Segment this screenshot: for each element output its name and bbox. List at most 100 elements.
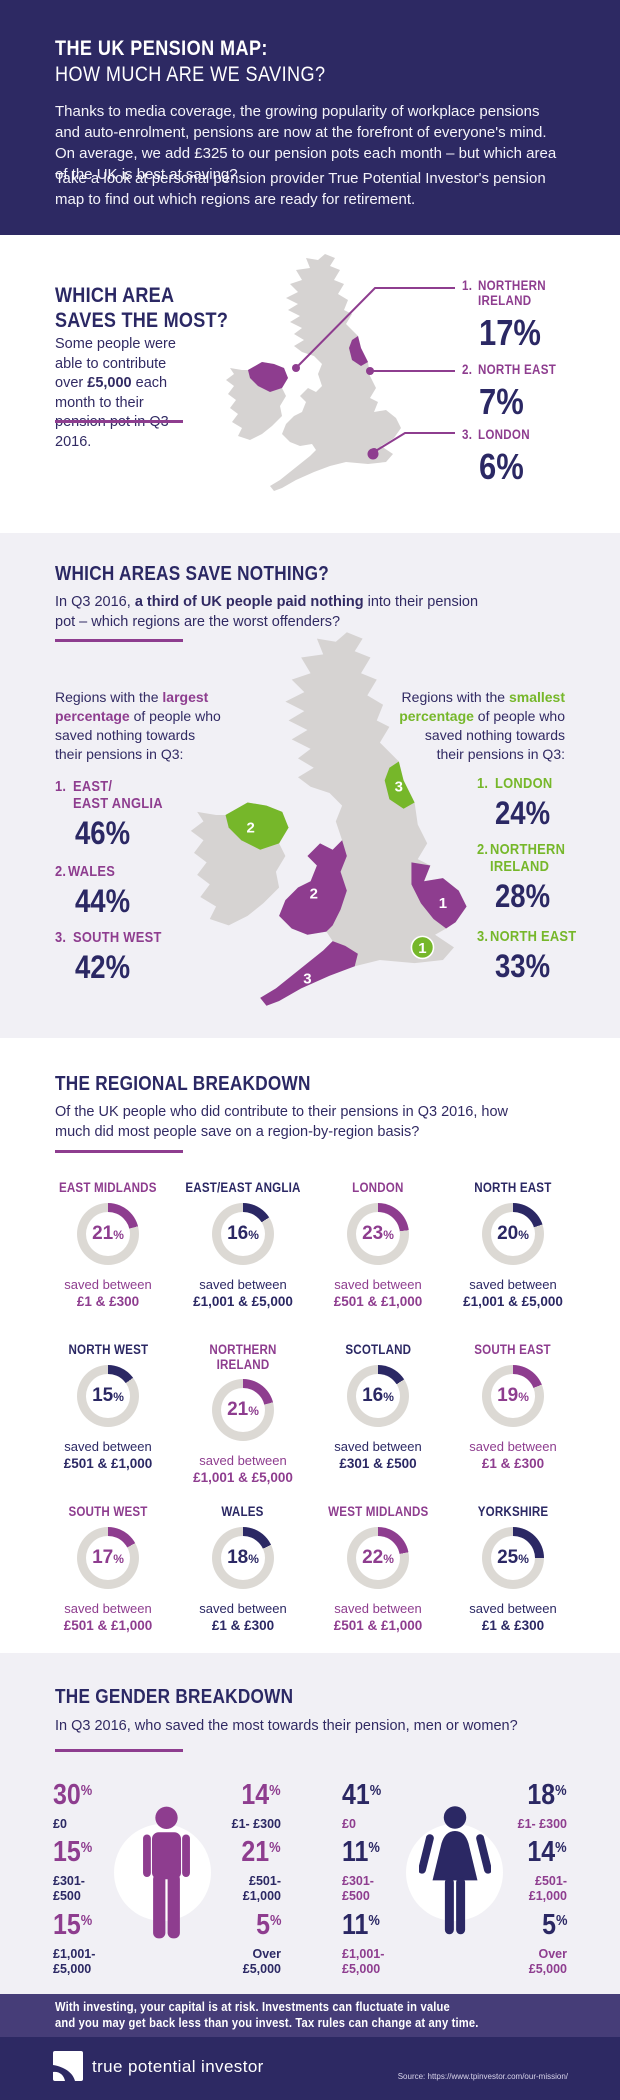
donut-chart: 18% xyxy=(212,1527,274,1589)
men-stat-1: 15% £301- £500 xyxy=(53,1836,93,1904)
brand-name: true potential investor xyxy=(92,2057,264,2076)
donut-chart: 16% xyxy=(212,1203,274,1265)
men-stat-5: 5% Over £5,000 xyxy=(242,1909,281,1977)
men-stat-3: 14% £1- £300 xyxy=(231,1779,281,1832)
source-text: Source: https://www.tpinvestor.com/our-m… xyxy=(397,2072,568,2081)
donut-chart: 17% xyxy=(77,1527,139,1589)
top-savers-section: WHICH AREA SAVES THE MOST? Some people w… xyxy=(0,235,620,533)
value-north-east: 33% xyxy=(495,948,551,984)
largest-item-3: 3. SOUTH WEST 42% xyxy=(55,929,162,985)
map-region-east-anglia xyxy=(411,862,467,929)
legend-item-northern-ireland: 1. NORTHERN IRELAND 17% xyxy=(462,278,546,353)
footer: true potential investor Source: https://… xyxy=(0,2037,620,2100)
page-title: THE UK PENSION MAP: HOW MUCH ARE WE SAVI… xyxy=(55,36,369,88)
regional-heading: THE REGIONAL BREAKDOWN xyxy=(55,1073,311,1095)
value-north-east: 7% xyxy=(479,381,524,422)
donut-chart: 21% xyxy=(212,1379,274,1441)
divider xyxy=(55,1150,183,1153)
badge-south-west: 3 xyxy=(303,971,311,988)
men-stat-4: 21% £501- £1,000 xyxy=(241,1836,281,1904)
intro-paragraph-2: Take a look at personal pension provider… xyxy=(55,170,546,208)
map-region-northern-ireland xyxy=(225,802,289,850)
donut-chart: 19% xyxy=(482,1365,544,1427)
value-london: 24% xyxy=(495,795,551,831)
value-wales: 44% xyxy=(75,883,131,919)
donut-chart: 20% xyxy=(482,1203,544,1265)
women-stat-2: 11% £1,001- £5,000 xyxy=(342,1909,385,1977)
badge-northern-ireland: 2 xyxy=(247,819,255,836)
donut-london: LONDON 23% saved between £501 & £1,000 xyxy=(333,1180,423,1309)
save-nothing-heading: WHICH AREAS SAVE NOTHING? xyxy=(55,563,330,585)
largest-item-1: 1. EAST/ EAST ANGLIA 46% xyxy=(55,778,163,851)
largest-item-2: 2. WALES 44% xyxy=(55,863,131,919)
legend-item-london: 3. 6%LONDON 6% xyxy=(462,427,530,487)
donut-chart: 23% xyxy=(347,1203,409,1265)
gender-breakdown-section: THE GENDER BREAKDOWN In Q3 2016, who sav… xyxy=(0,1653,620,1994)
value-northern-ireland: 17% xyxy=(479,312,541,353)
intro-paragraph-1: Thanks to media coverage, the growing po… xyxy=(55,103,557,183)
divider xyxy=(55,1749,183,1752)
page-title-line1: THE UK PENSION MAP: xyxy=(55,37,268,60)
regional-breakdown-section: THE REGIONAL BREAKDOWN Of the UK people … xyxy=(0,1038,620,1653)
smallest-item-2: 2. NORTHERN IRELAND 28% xyxy=(477,841,566,914)
badge-london: 1 xyxy=(418,940,426,957)
great-britain-landmass xyxy=(270,254,401,491)
top-savers-body: Some people were able to contribute over… xyxy=(55,336,176,450)
donut-chart: 22% xyxy=(347,1527,409,1589)
badge-north-east: 3 xyxy=(395,778,403,795)
divider xyxy=(55,639,183,642)
donut-west-midlands: WEST MIDLANDS 22% saved between £501 & £1… xyxy=(327,1504,429,1633)
disclaimer-bar: With investing, your capital is at risk.… xyxy=(0,1994,620,2037)
donut-chart: 16% xyxy=(347,1365,409,1427)
gender-heading: THE GENDER BREAKDOWN xyxy=(55,1686,294,1708)
donut-wales: WALES 18% saved between £1 & £300 xyxy=(199,1504,287,1633)
uk-map-top-savers xyxy=(226,254,401,491)
donut-north-west: NORTH WEST 15% saved between £501 & £1,00… xyxy=(63,1342,153,1471)
donut-east-midlands: EAST MIDLANDS 21% saved between £1 & £300 xyxy=(59,1180,157,1309)
value-south-west: 42% xyxy=(75,949,131,985)
badge-east-anglia: 1 xyxy=(439,895,447,912)
badge-wales: 2 xyxy=(310,886,318,903)
women-stat-3: 18% £1- £300 xyxy=(517,1779,567,1832)
donut-northern-ireland: NORTHERN IRELAND 21% saved between £1,001… xyxy=(193,1342,293,1485)
value-london: 6% xyxy=(479,446,524,487)
donut-chart: 25% xyxy=(482,1527,544,1589)
map-region-north-east xyxy=(384,761,415,809)
donut-north-east: NORTH EAST 20% saved between £1,001 & £5,… xyxy=(463,1180,563,1309)
map-region-london xyxy=(367,448,379,460)
map-region-northern-ireland xyxy=(248,362,288,392)
smallest-intro: Regions with the smallest percentage of … xyxy=(399,689,565,762)
donut-south-east: SOUTH EAST 19% saved between £1 & £300 xyxy=(469,1342,557,1471)
map-region-south-west xyxy=(260,941,358,1006)
man-icon xyxy=(143,1806,190,1939)
women-stat-5: 5% Over £5,000 xyxy=(528,1909,567,1977)
donut-chart: 15% xyxy=(77,1365,139,1427)
value-east-anglia: 46% xyxy=(75,815,131,851)
value-northern-ireland: 28% xyxy=(495,878,551,914)
men-stat-2: 15% £1,001- £5,000 xyxy=(53,1909,96,1977)
save-nothing-section: WHICH AREAS SAVE NOTHING? In Q3 2016, a … xyxy=(0,533,620,1038)
legend-item-north-east: 2. NORTH EAST 7% xyxy=(462,362,556,422)
men-stat-0: 30% £0 xyxy=(53,1779,93,1832)
largest-intro: Regions with the largest percentage of p… xyxy=(55,689,221,762)
divider xyxy=(55,420,183,423)
donut-yorkshire: YORKSHIRE 25% saved between £1 & £300 xyxy=(469,1504,557,1633)
header-section: THE UK PENSION MAP: HOW MUCH ARE WE SAVI… xyxy=(0,0,620,235)
uk-map-save-nothing: 2 3 2 3 1 1 xyxy=(190,632,467,1006)
donut-south-west: SOUTH WEST 17% saved between £501 & £1,00… xyxy=(63,1504,153,1633)
save-nothing-body: In Q3 2016, a third of UK people paid no… xyxy=(55,594,479,630)
top-savers-heading: WHICH AREA SAVES THE MOST? xyxy=(55,284,229,332)
page-title-line2: HOW MUCH ARE WE SAVING? xyxy=(55,63,326,86)
gender-body: In Q3 2016, who saved the most towards t… xyxy=(55,1718,518,1734)
smallest-item-3: 3. NORTH EAST 33% xyxy=(477,928,577,984)
brand-logo-icon xyxy=(53,2051,83,2081)
disclaimer-text: With investing, your capital is at risk.… xyxy=(55,1999,479,2030)
women-stat-0: 41% £0 xyxy=(342,1779,382,1832)
donut-scotland: SCOTLAND 16% saved between £301 & £500 xyxy=(334,1342,422,1471)
donut-east-east-anglia: EAST/EAST ANGLIA 16% saved between £1,001… xyxy=(185,1180,301,1309)
map-region-wales xyxy=(279,840,347,935)
women-stat-1: 11% £301- £500 xyxy=(342,1836,380,1904)
women-stat-4: 14% £501- £1,000 xyxy=(527,1836,567,1904)
map-region-london xyxy=(410,935,435,960)
